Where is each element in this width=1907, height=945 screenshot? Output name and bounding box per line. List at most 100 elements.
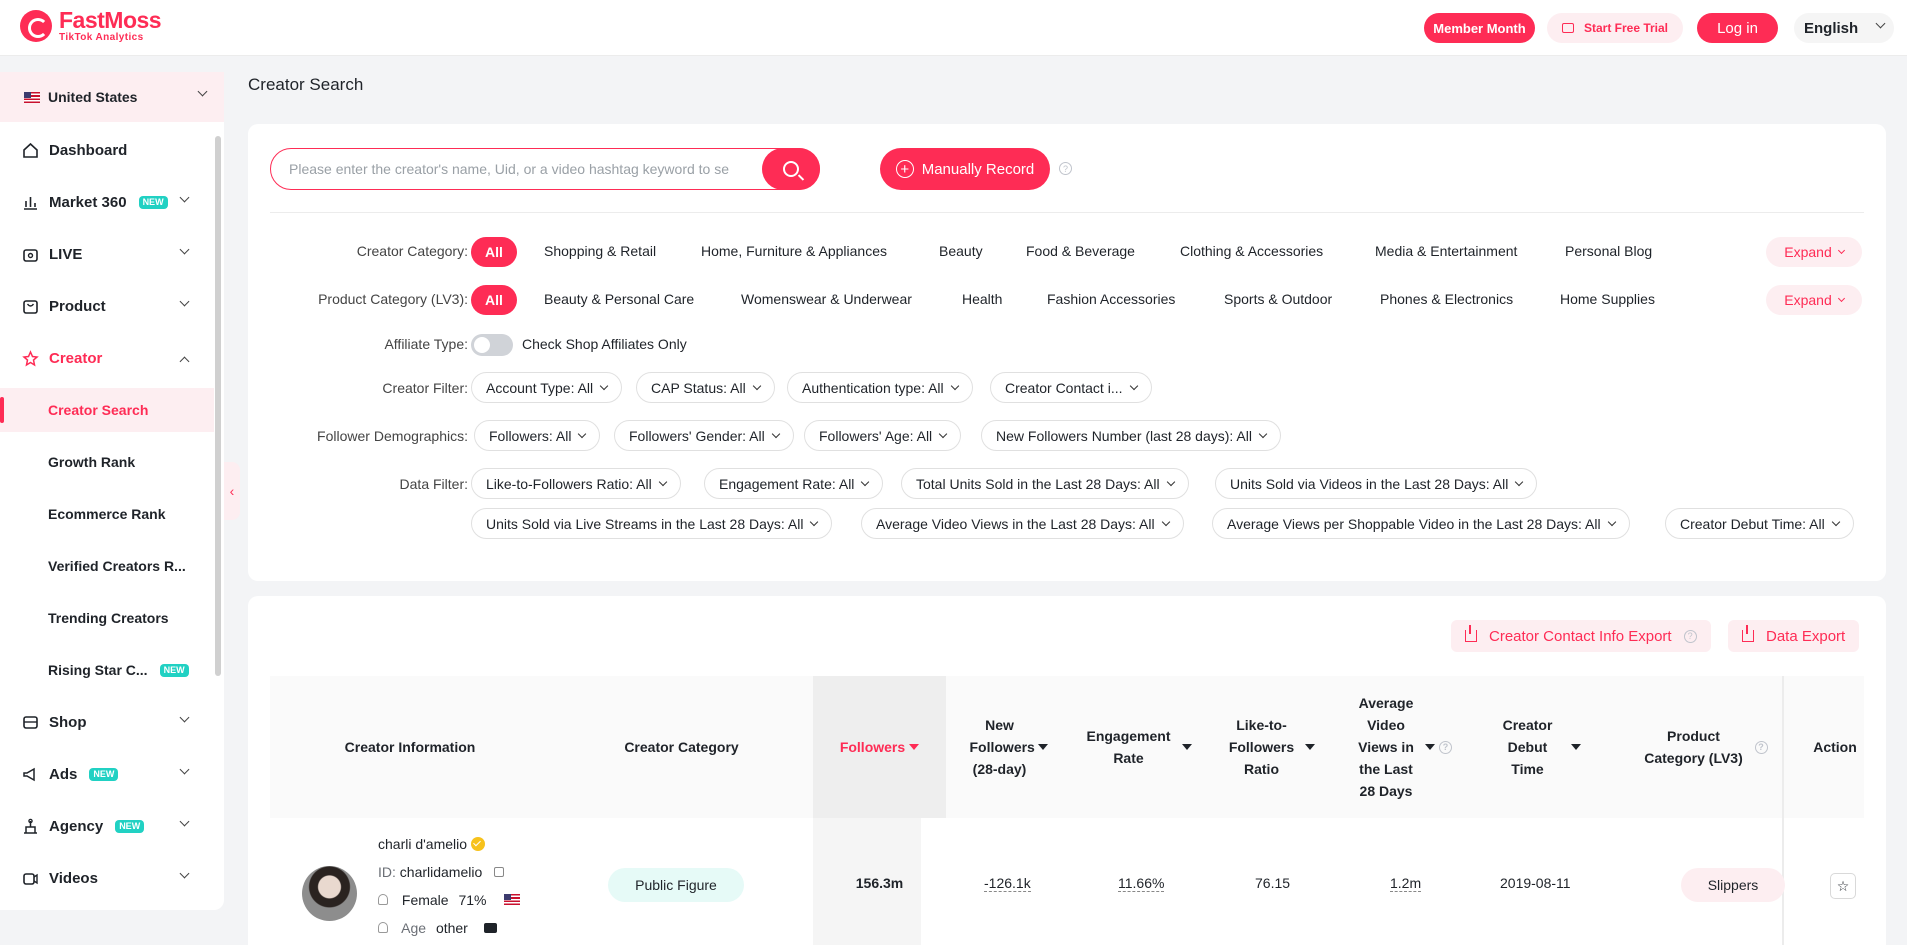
results-card: Creator Contact Info Export ? Data Expor… [248,596,1886,945]
sidebar-item-videos[interactable]: Videos [0,856,214,900]
followers-age-dropdown[interactable]: Followers' Age: All [804,420,962,451]
engagement-rate-value[interactable]: 11.66% [1118,875,1165,892]
data-export-button[interactable]: Data Export [1728,620,1860,652]
sidebar-sub-growth-rank[interactable]: Growth Rank [48,454,136,470]
login-button[interactable]: Log in [1697,13,1778,43]
col-followers[interactable]: Followers [813,676,946,818]
sidebar-sub-trending-creators[interactable]: Trending Creators [48,610,169,626]
product-category-option[interactable]: Phones & Electronics [1380,291,1514,307]
help-icon[interactable]: ? [1754,740,1768,754]
sidebar-sub-rising-star[interactable]: Rising Star C... NEW [0,648,214,692]
followers-gender-dropdown[interactable]: Followers' Gender: All [614,420,794,451]
product-category-option[interactable]: Health [962,291,1003,307]
col-new-followers[interactable]: New Followers (28-day) [946,676,1071,818]
sidebar-sub-verified-creators[interactable]: Verified Creators R... [48,558,186,574]
sidebar-scrollbar[interactable] [215,136,221,676]
creator-category-option[interactable]: Beauty [939,243,983,259]
product-category-option[interactable]: Beauty & Personal Care [544,291,695,307]
sidebar-item-creator[interactable]: Creator [0,336,214,380]
sidebar-item-dashboard[interactable]: Dashboard [0,128,214,172]
total-units-sold-dropdown[interactable]: Total Units Sold in the Last 28 Days: Al… [901,468,1189,499]
col-engagement-rate[interactable]: Engagement Rate [1071,676,1204,818]
creator-contact-dropdown[interactable]: Creator Contact i... [990,372,1152,403]
help-icon[interactable]: ? [1683,629,1697,643]
engagement-rate-dropdown[interactable]: Engagement Rate: All [704,468,884,499]
sidebar-item-product[interactable]: Product [0,284,214,328]
creator-category-all[interactable]: All [471,237,517,267]
sidebar-item-label: Videos [49,869,98,887]
creator-id-line: ID: charlidamelio [378,864,505,880]
product-category-option[interactable]: Womenswear & Underwear [741,291,912,307]
chevron-down-icon [1607,517,1616,526]
creator-debut-time-dropdown[interactable]: Creator Debut Time: All [1665,508,1854,539]
like-ratio-dropdown[interactable]: Like-to-Followers Ratio: All [471,468,681,499]
copy-icon[interactable] [494,867,505,877]
dropdown-label: Units Sold via Videos in the Last 28 Day… [1230,475,1509,492]
sidebar-collapse-button[interactable]: ‹ [224,462,240,520]
expand-product-category-button[interactable]: Expand [1766,285,1862,315]
creator-filter-label: Creator Filter: [382,380,468,396]
fastmoss-logo[interactable]: FastMoss TikTok Analytics [20,9,162,43]
expand-creator-category-button[interactable]: Expand [1766,237,1862,267]
avg-shoppable-views-dropdown[interactable]: Average Views per Shoppable Video in the… [1212,508,1630,539]
creator-name[interactable]: charli d'amelio [378,836,486,852]
help-icon[interactable]: ? [1439,740,1452,754]
followers-column-highlight [813,818,921,945]
cap-status-dropdown[interactable]: CAP Status: All [636,372,775,403]
chevron-down-icon [771,429,780,438]
avatar[interactable] [302,866,357,921]
col-engagement-label: Engagement Rate [1086,728,1171,766]
table-row[interactable]: charli d'amelio ID: charlidamelio Female… [270,818,1864,945]
creator-category-option[interactable]: Food & Beverage [1026,243,1135,259]
chevron-down-icon [179,192,190,203]
col-creator-debut-time[interactable]: Creator Debut Time [1470,676,1603,818]
search-input[interactable] [289,161,729,177]
sidebar-sub-ecommerce-rank[interactable]: Ecommerce Rank [48,506,166,522]
new-badge: NEW [89,767,119,781]
product-category-option[interactable]: Sports & Outdoor [1224,291,1333,307]
creator-category-option[interactable]: Media & Entertainment [1375,243,1518,259]
followers-dropdown[interactable]: Followers: All [474,420,601,451]
help-icon[interactable]: ? [1059,162,1072,175]
sidebar-item-live[interactable]: LIVE [0,232,214,276]
new-followers-dropdown[interactable]: New Followers Number (last 28 days): All [981,420,1281,451]
shop-affiliates-toggle[interactable] [471,334,513,356]
sidebar-item-market-360[interactable]: Market 360 NEW [0,180,214,224]
avg-views-value[interactable]: 1.2m [1390,875,1422,892]
favorite-star-button[interactable]: ☆ [1830,873,1856,899]
agency-icon [22,818,39,835]
sidebar-sub-creator-search[interactable]: Creator Search [0,388,214,432]
chevron-down-icon [599,381,609,390]
sidebar-item-ads[interactable]: Ads NEW [0,752,214,796]
creator-contact-export-label: Creator Contact Info Export [1489,627,1672,645]
creator-category-option[interactable]: Shopping & Retail [544,243,657,259]
start-free-trial-button[interactable]: Start Free Trial [1547,13,1683,43]
authentication-type-dropdown[interactable]: Authentication type: All [787,372,973,403]
sidebar-item-shop[interactable]: Shop [0,700,214,744]
new-badge: NEW [159,663,189,677]
creator-contact-export-button[interactable]: Creator Contact Info Export ? [1451,620,1711,652]
col-average-video-views[interactable]: Average Video Views in the Last 28 Days … [1337,676,1470,818]
debut-time-value: 2019-08-11 [1500,875,1571,891]
col-avg-views-label: Average Video Views in the Last 28 Days [1358,695,1414,799]
search-button[interactable] [762,148,820,190]
sidebar-item-label: Creator [49,349,103,367]
avg-video-views-dropdown[interactable]: Average Video Views in the Last 28 Days:… [861,508,1184,539]
creator-category-option[interactable]: Clothing & Accessories [1180,243,1324,259]
col-like-ratio[interactable]: Like-to-Followers Ratio [1204,676,1337,818]
units-sold-videos-dropdown[interactable]: Units Sold via Videos in the Last 28 Day… [1215,468,1538,499]
product-category-option[interactable]: Home Supplies [1560,291,1655,307]
account-type-dropdown[interactable]: Account Type: All [471,372,623,403]
product-category-all[interactable]: All [471,285,517,315]
country-select[interactable]: United States [0,72,224,122]
manually-record-button[interactable]: + Manually Record [880,148,1050,190]
units-sold-live-dropdown[interactable]: Units Sold via Live Streams in the Last … [471,508,833,539]
language-select[interactable]: English [1794,13,1894,43]
product-category-option[interactable]: Fashion Accessories [1047,291,1176,307]
creator-category-option[interactable]: Home, Furniture & Appliances [701,243,887,259]
new-followers-value[interactable]: -126.1k [984,875,1031,892]
sidebar-item-agency[interactable]: Agency NEW [0,804,214,848]
member-month-button[interactable]: Member Month [1424,13,1535,43]
creator-category-option[interactable]: Personal Blog [1565,243,1653,259]
sort-icon [1037,744,1048,750]
